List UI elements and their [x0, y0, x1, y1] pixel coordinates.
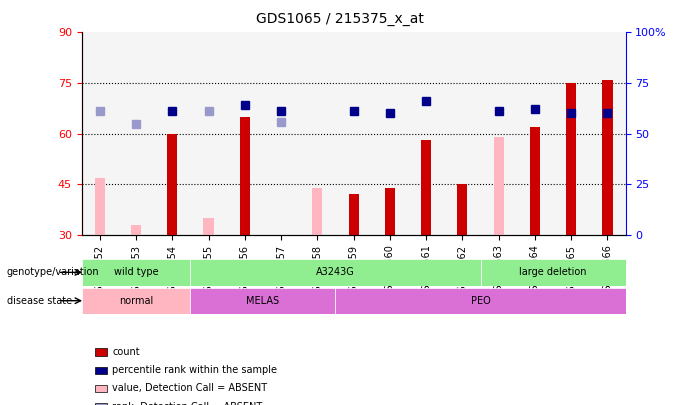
Text: wild type: wild type: [114, 267, 158, 277]
Bar: [167, 134, 177, 235]
Bar: [203, 218, 214, 235]
Text: GDS1065 / 215375_x_at: GDS1065 / 215375_x_at: [256, 12, 424, 26]
Text: percentile rank within the sample: percentile rank within the sample: [112, 365, 277, 375]
FancyBboxPatch shape: [481, 259, 626, 286]
Bar: [131, 225, 141, 235]
Bar: [458, 184, 467, 235]
Text: rank, Detection Call = ABSENT: rank, Detection Call = ABSENT: [112, 402, 262, 405]
Bar: [349, 194, 358, 235]
Bar: [566, 83, 576, 235]
Text: genotype/variation: genotype/variation: [7, 267, 99, 277]
Text: A3243G: A3243G: [316, 267, 355, 277]
Bar: [385, 188, 395, 235]
Bar: [530, 127, 540, 235]
Text: MELAS: MELAS: [246, 296, 279, 306]
Text: value, Detection Call = ABSENT: value, Detection Call = ABSENT: [112, 384, 267, 393]
Bar: [312, 188, 322, 235]
FancyBboxPatch shape: [190, 288, 335, 314]
FancyBboxPatch shape: [82, 288, 190, 314]
Text: large deletion: large deletion: [520, 267, 587, 277]
Bar: [240, 117, 250, 235]
Bar: [494, 137, 504, 235]
Bar: [421, 141, 431, 235]
Bar: [602, 80, 613, 235]
FancyBboxPatch shape: [82, 259, 190, 286]
Bar: [95, 177, 105, 235]
Text: disease state: disease state: [7, 296, 72, 305]
FancyBboxPatch shape: [335, 288, 626, 314]
Text: PEO: PEO: [471, 296, 490, 306]
Text: normal: normal: [119, 296, 153, 306]
Text: count: count: [112, 347, 140, 357]
FancyBboxPatch shape: [190, 259, 481, 286]
